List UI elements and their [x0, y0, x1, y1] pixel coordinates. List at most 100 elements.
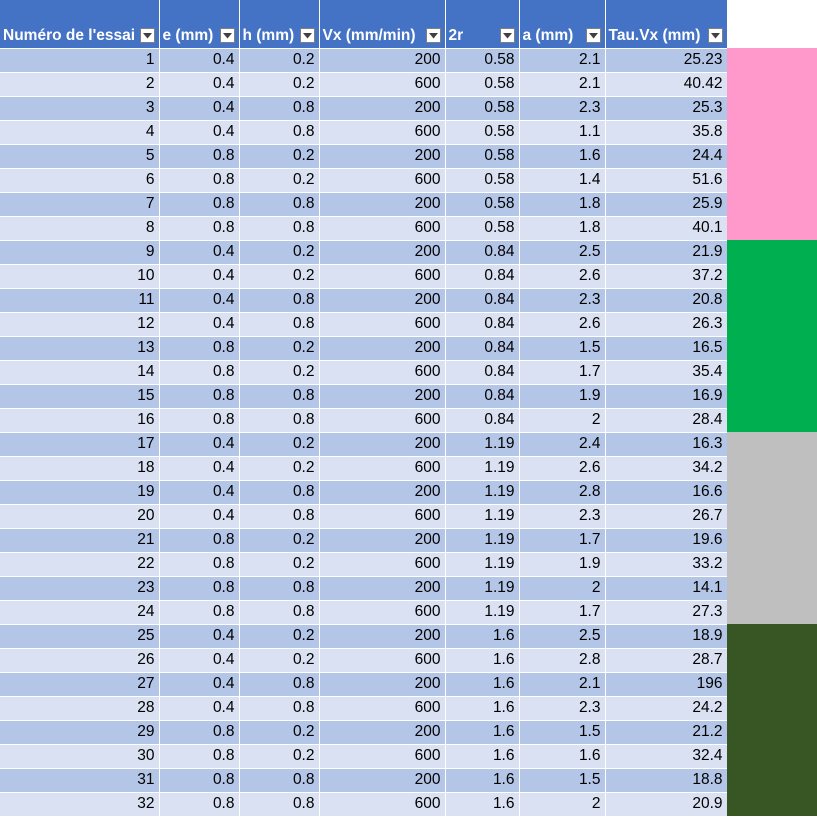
table-cell[interactable]: 28 — [0, 696, 160, 721]
table-cell[interactable]: 0.58 — [445, 144, 520, 169]
table-cell[interactable]: 0.4 — [159, 672, 240, 697]
table-cell[interactable]: 0.8 — [159, 336, 240, 361]
table-cell[interactable]: 1.7 — [519, 360, 606, 385]
table-cell[interactable]: 0.4 — [159, 648, 240, 673]
table-cell[interactable]: 0.2 — [239, 552, 320, 577]
table-cell[interactable]: 200 — [319, 432, 446, 457]
table-cell[interactable]: 0.4 — [159, 288, 240, 313]
table-cell[interactable]: 1.19 — [445, 456, 520, 481]
table-cell[interactable]: 1.9 — [519, 552, 606, 577]
table-cell[interactable]: 600 — [319, 600, 446, 625]
table-cell[interactable]: 1 — [0, 48, 160, 73]
table-cell[interactable]: 0.58 — [445, 120, 520, 145]
table-cell[interactable]: 20.9 — [605, 792, 728, 817]
table-cell[interactable]: 28.4 — [605, 408, 728, 433]
table-cell[interactable]: 0.8 — [239, 312, 320, 337]
table-cell[interactable]: 18 — [0, 456, 160, 481]
table-cell[interactable]: 21.9 — [605, 240, 728, 265]
table-cell[interactable]: 600 — [319, 168, 446, 193]
table-cell[interactable]: 1.19 — [445, 504, 520, 529]
filter-dropdown-icon[interactable] — [499, 28, 515, 43]
table-cell[interactable]: 0.58 — [445, 168, 520, 193]
table-cell[interactable]: 196 — [605, 672, 728, 697]
table-cell[interactable]: 200 — [319, 144, 446, 169]
table-cell[interactable]: 16 — [0, 408, 160, 433]
table-cell[interactable]: 0.2 — [239, 456, 320, 481]
table-cell[interactable]: 0.8 — [239, 96, 320, 121]
table-cell[interactable]: 200 — [319, 384, 446, 409]
table-cell[interactable]: 20 — [0, 504, 160, 529]
table-cell[interactable]: 1.6 — [519, 144, 606, 169]
table-cell[interactable]: 600 — [319, 312, 446, 337]
table-cell[interactable]: 0.2 — [239, 48, 320, 73]
table-cell[interactable]: 0.84 — [445, 288, 520, 313]
table-cell[interactable]: 14 — [0, 360, 160, 385]
table-cell[interactable]: 19.6 — [605, 528, 728, 553]
table-cell[interactable]: 0.84 — [445, 312, 520, 337]
table-cell[interactable]: 600 — [319, 744, 446, 769]
table-cell[interactable]: 0.8 — [159, 720, 240, 745]
table-cell[interactable]: 600 — [319, 216, 446, 241]
table-cell[interactable]: 200 — [319, 192, 446, 217]
table-cell[interactable]: 0.8 — [239, 768, 320, 793]
table-cell[interactable]: 2.3 — [519, 504, 606, 529]
table-cell[interactable]: 0.8 — [159, 360, 240, 385]
table-cell[interactable]: 0.8 — [159, 744, 240, 769]
table-cell[interactable]: 2.6 — [519, 264, 606, 289]
table-cell[interactable]: 1.6 — [445, 792, 520, 817]
table-cell[interactable]: 0.4 — [159, 96, 240, 121]
table-cell[interactable]: 0.58 — [445, 192, 520, 217]
table-cell[interactable]: 27 — [0, 672, 160, 697]
table-cell[interactable]: 0.84 — [445, 336, 520, 361]
table-cell[interactable]: 24.2 — [605, 696, 728, 721]
filter-dropdown-icon[interactable] — [585, 28, 601, 43]
table-cell[interactable]: 21.2 — [605, 720, 728, 745]
table-cell[interactable]: 0.2 — [239, 168, 320, 193]
table-cell[interactable]: 0.4 — [159, 264, 240, 289]
table-cell[interactable]: 21 — [0, 528, 160, 553]
table-cell[interactable]: 25.9 — [605, 192, 728, 217]
table-cell[interactable]: 10 — [0, 264, 160, 289]
table-cell[interactable]: 0.8 — [239, 192, 320, 217]
table-cell[interactable]: 24 — [0, 600, 160, 625]
table-cell[interactable]: 200 — [319, 336, 446, 361]
table-cell[interactable]: 0.84 — [445, 360, 520, 385]
table-cell[interactable]: 0.4 — [159, 120, 240, 145]
table-cell[interactable]: 0.8 — [159, 576, 240, 601]
table-cell[interactable]: 0.4 — [159, 696, 240, 721]
table-cell[interactable]: 19 — [0, 480, 160, 505]
table-cell[interactable]: 25.3 — [605, 96, 728, 121]
table-cell[interactable]: 0.4 — [159, 624, 240, 649]
table-cell[interactable]: 1.6 — [445, 720, 520, 745]
table-cell[interactable]: 1.8 — [519, 192, 606, 217]
table-cell[interactable]: 25.23 — [605, 48, 728, 73]
table-cell[interactable]: 0.58 — [445, 48, 520, 73]
table-cell[interactable]: 32 — [0, 792, 160, 817]
table-cell[interactable]: 0.4 — [159, 240, 240, 265]
table-cell[interactable]: 2.3 — [519, 288, 606, 313]
table-cell[interactable]: 0.2 — [239, 528, 320, 553]
table-cell[interactable]: 200 — [319, 240, 446, 265]
table-cell[interactable]: 0.4 — [159, 480, 240, 505]
table-cell[interactable]: 51.6 — [605, 168, 728, 193]
table-cell[interactable]: 0.8 — [239, 576, 320, 601]
table-cell[interactable]: 12 — [0, 312, 160, 337]
table-cell[interactable]: 2.1 — [519, 72, 606, 97]
table-cell[interactable]: 2 — [519, 576, 606, 601]
table-cell[interactable]: 29 — [0, 720, 160, 745]
table-cell[interactable]: 40.42 — [605, 72, 728, 97]
table-cell[interactable]: 7 — [0, 192, 160, 217]
table-cell[interactable]: 18.9 — [605, 624, 728, 649]
table-cell[interactable]: 16.3 — [605, 432, 728, 457]
table-cell[interactable]: 22 — [0, 552, 160, 577]
table-cell[interactable]: 1.4 — [519, 168, 606, 193]
table-cell[interactable]: 0.2 — [239, 744, 320, 769]
table-cell[interactable]: 1.19 — [445, 480, 520, 505]
table-cell[interactable]: 600 — [319, 72, 446, 97]
table-cell[interactable]: 0.8 — [159, 192, 240, 217]
table-cell[interactable]: 1.6 — [445, 672, 520, 697]
table-cell[interactable]: 15 — [0, 384, 160, 409]
table-cell[interactable]: 0.4 — [159, 72, 240, 97]
table-cell[interactable]: 1.9 — [519, 384, 606, 409]
table-cell[interactable]: 0.2 — [239, 72, 320, 97]
